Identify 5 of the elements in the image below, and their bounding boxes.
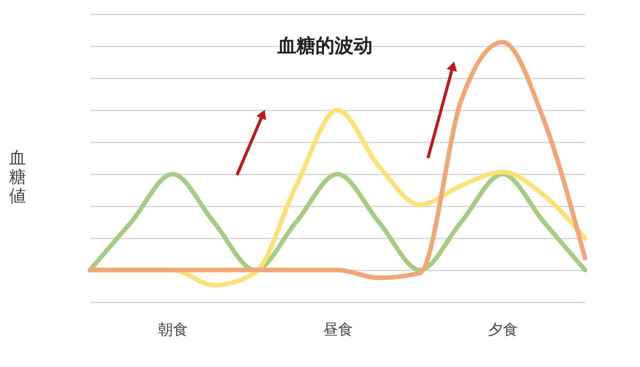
y-axis-title: 血糖値 [9, 148, 26, 206]
x-tick-label: 昼食 [323, 320, 353, 338]
x-tick-label: 夕食 [488, 320, 518, 338]
annotation: 血糖的波动 [276, 35, 372, 57]
x-tick-label: 朝食 [158, 320, 188, 338]
